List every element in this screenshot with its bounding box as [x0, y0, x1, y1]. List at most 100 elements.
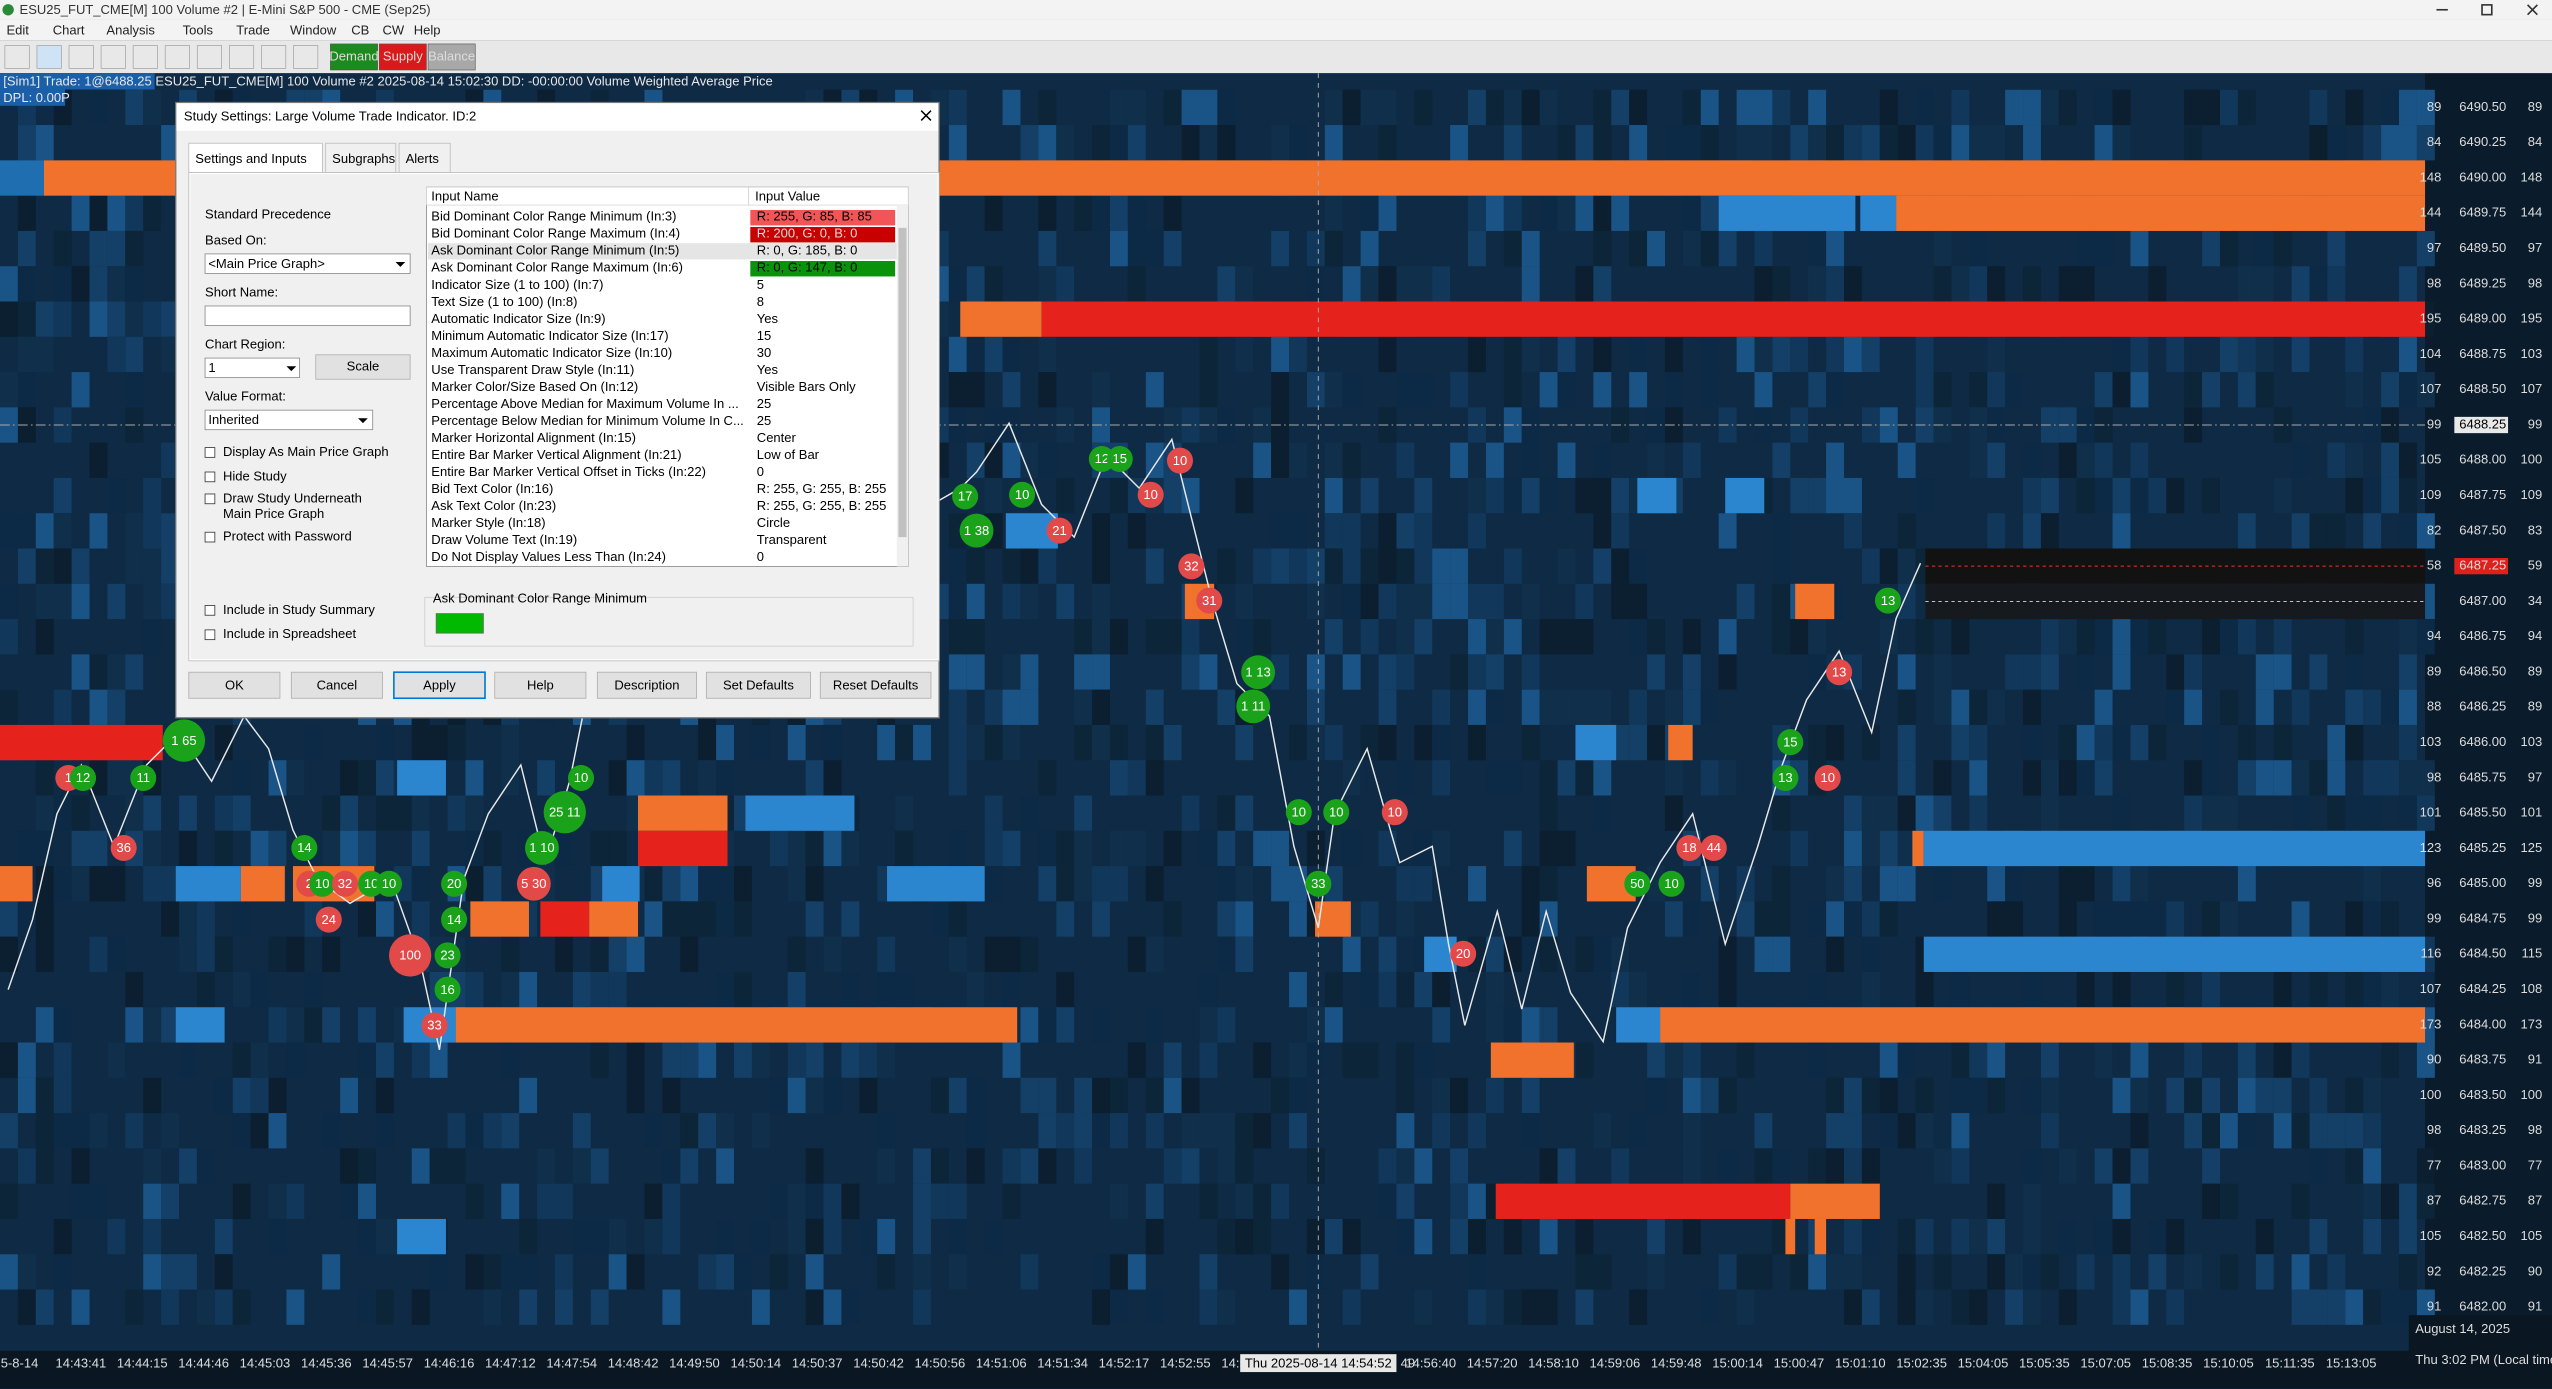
heat-cell: [1306, 372, 1325, 408]
heat-cell: [841, 1042, 860, 1078]
heat-cell: [1145, 760, 1164, 796]
heat-cell: [1468, 1254, 1486, 1290]
volume-marker: [1874, 587, 1901, 614]
heat-cell: [71, 654, 90, 690]
heat-cell: [1450, 1183, 1469, 1219]
dialog-button[interactable]: [705, 671, 811, 699]
field-label: Based On:: [205, 232, 267, 247]
heat-cell: [1557, 195, 1576, 231]
heat-cell: [411, 901, 430, 937]
heat-cell: [268, 830, 287, 867]
heat-cell: [2040, 1077, 2059, 1114]
heat-cell: [107, 1218, 126, 1255]
volume-marker: [162, 719, 206, 762]
price-highlight: [2454, 416, 2509, 434]
heat-cell: [1485, 583, 1504, 620]
dialog-title: Study Settings: Large Volume Trade Indic…: [184, 109, 476, 124]
price-label: 6483.00: [2459, 1157, 2506, 1172]
heat-cell: [2166, 901, 2185, 937]
heat-cell: [1074, 619, 1093, 655]
heat-cell: [2112, 1148, 2131, 1184]
heat-cell: [1575, 125, 1594, 161]
heat-cell: [1861, 936, 1880, 972]
input-name: Percentage Below Median for Minimum Volu…: [431, 413, 744, 428]
heat-cell: [984, 477, 1003, 514]
heat-cell: [179, 936, 197, 972]
heat-cell: [2166, 477, 2185, 514]
heat-cell: [1217, 266, 1236, 302]
ask-volume-label: 105: [2521, 1228, 2543, 1243]
heat-cell: [769, 1077, 788, 1114]
volume-marker-label: 10: [1388, 804, 1402, 819]
input-value: Yes: [757, 311, 779, 326]
heat-cell: [1056, 125, 1075, 161]
heat-cell: [2237, 513, 2256, 549]
heat-cell: [2058, 1148, 2077, 1184]
ask-volume-label: 89: [2528, 699, 2542, 714]
heat-cell: [966, 1113, 985, 1149]
heat-cell: [1933, 760, 1952, 796]
time-label: 15:10:05: [2203, 1355, 2254, 1370]
heat-cell: [1074, 795, 1093, 831]
heat-cell: [948, 1183, 967, 1219]
heat-cell: [2023, 442, 2041, 478]
volume-marker: [421, 1012, 448, 1039]
volume-marker-label: 10: [1820, 770, 1834, 785]
heat-cell: [1987, 1218, 2006, 1255]
dialog-button[interactable]: [393, 671, 486, 700]
heat-cell: [286, 1042, 305, 1078]
heat-cell: [1521, 654, 1540, 690]
heat-cell: [161, 301, 180, 337]
heat-cell: [2005, 89, 2024, 126]
heat-cell: [805, 1077, 824, 1114]
select-arrow: [286, 366, 297, 372]
heat-cell: [1306, 583, 1325, 620]
volume-marker-label: 18: [1682, 840, 1696, 855]
heat-cell: [2202, 89, 2220, 126]
heat-cell: [107, 866, 126, 902]
heat-cell: [2023, 1218, 2041, 1255]
dialog-button[interactable]: [494, 671, 587, 699]
heat-cell: [787, 830, 806, 867]
dialog-button[interactable]: [290, 671, 383, 699]
volume-marker-label: 13: [1832, 664, 1846, 679]
heat-cell: [1521, 442, 1540, 478]
heat-cell: [805, 866, 824, 902]
heat-cell: [1485, 936, 1504, 972]
heat-cell: [268, 1218, 287, 1255]
heat-cell: [2345, 1113, 2364, 1149]
heat-cell: [2237, 1042, 2256, 1078]
close[interactable]: [2527, 4, 2538, 16]
heat-cell: [125, 89, 144, 126]
heat-cell: [1557, 372, 1576, 408]
heat-cell: [2112, 513, 2131, 549]
heat-cell: [1593, 195, 1612, 231]
heat-cell: [1629, 689, 1648, 725]
heat-cell: [1790, 125, 1809, 161]
dialog-close[interactable]: [920, 110, 932, 121]
heat-cell: [1199, 1007, 1218, 1043]
heat-cell: [1485, 89, 1504, 126]
heat-cell: [2058, 724, 2077, 761]
heat-cell: [1020, 795, 1039, 831]
heat-cell: [161, 125, 180, 161]
heat-cell: [1145, 1218, 1164, 1255]
heat-cell: [214, 830, 233, 867]
dialog-button[interactable]: [819, 671, 932, 699]
toolbar-button-label: Balance: [428, 48, 475, 63]
heat-cell: [1987, 1254, 2006, 1290]
heat-band: [1490, 1042, 1574, 1078]
heat-cell: [375, 1218, 394, 1255]
heat-cell: [1700, 689, 1719, 725]
heat-cell: [2130, 866, 2149, 902]
heat-cell: [1271, 866, 1290, 902]
heat-cell: [1109, 760, 1128, 796]
heat-cell: [1217, 936, 1236, 972]
heat-cell: [877, 1218, 896, 1255]
dialog-button[interactable]: [596, 671, 697, 699]
heat-cell: [1593, 1113, 1612, 1149]
heat-cell: [1396, 1183, 1415, 1219]
dialog-button[interactable]: [188, 671, 281, 699]
heat-cell: [1289, 901, 1307, 937]
heat-cell: [1253, 442, 1272, 478]
